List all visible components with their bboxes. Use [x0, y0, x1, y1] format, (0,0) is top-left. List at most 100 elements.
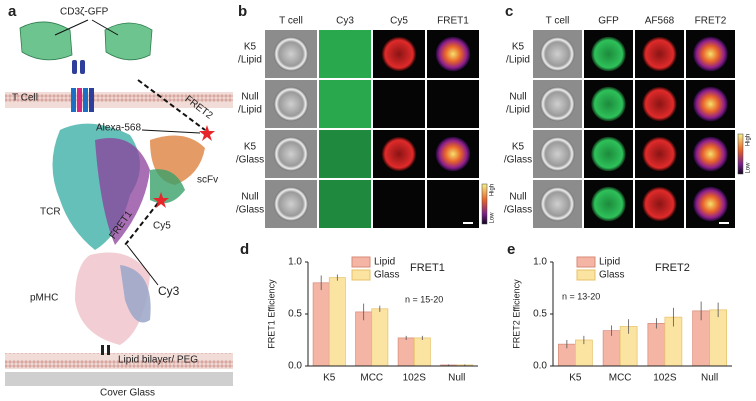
lipid-bilayer	[5, 353, 233, 369]
column-header: FRET1	[437, 16, 469, 27]
panel-a-drawing	[5, 19, 233, 386]
diagram-label: T Cell	[12, 93, 38, 104]
panel_b-images	[265, 30, 479, 228]
colorbar-label: High	[746, 134, 752, 146]
cell	[642, 186, 677, 222]
column-header: GFP	[598, 16, 619, 27]
row-label: /Lipid	[506, 55, 530, 66]
image-tile	[427, 80, 479, 128]
cell	[540, 36, 575, 72]
cell	[273, 136, 309, 172]
row-label: K5	[512, 142, 525, 153]
annotation: n = 13-20	[562, 291, 600, 301]
cell	[591, 86, 626, 122]
legend-swatch	[351, 269, 371, 281]
cell	[642, 136, 677, 172]
legend-swatch	[576, 269, 596, 281]
cell	[693, 86, 728, 122]
legend-label: Glass	[374, 270, 400, 281]
cell	[273, 36, 309, 72]
row-label: /Glass	[504, 205, 532, 216]
legend-swatch	[576, 256, 596, 268]
y-tick-label: 0.0	[533, 361, 547, 372]
x-tick-label: 102S	[403, 373, 427, 384]
row-label: Null	[241, 92, 258, 103]
cell	[273, 186, 309, 222]
bar	[647, 323, 666, 367]
panel-letter: a	[8, 3, 17, 20]
column-header: Cy5	[390, 16, 408, 27]
row-label: /Lipid	[238, 55, 262, 66]
diagram-label: CD3ζ-GFP	[60, 7, 109, 18]
diagram-label: Cy5	[153, 221, 171, 232]
annotation: n = 15-20	[405, 294, 443, 304]
diagram-label: Cy3	[158, 284, 180, 298]
cell	[540, 136, 575, 172]
image-tile	[427, 180, 479, 228]
x-tick-label: Null	[448, 373, 465, 384]
cell	[693, 186, 728, 222]
row-label: K5	[244, 42, 257, 53]
y-tick-label: 0.5	[533, 309, 547, 320]
x-tick-label: K5	[323, 373, 336, 384]
bar	[413, 337, 431, 367]
diagram-label: scFv	[197, 175, 218, 186]
t-cell-membrane	[5, 92, 233, 108]
diagram-label: pMHC	[30, 293, 58, 304]
x-tick-label: MCC	[360, 373, 383, 384]
cell	[381, 36, 417, 72]
legend-swatch	[351, 256, 371, 268]
scale-bar	[719, 222, 729, 224]
cell	[591, 136, 626, 172]
y-tick-label: 0.5	[288, 309, 302, 320]
x-tick-label: MCC	[609, 373, 632, 384]
cd3-chain	[71, 60, 94, 112]
colorbar	[737, 133, 744, 175]
image-tile	[319, 80, 371, 128]
legend-label: Glass	[599, 270, 625, 281]
chart-title: FRET1	[410, 262, 445, 274]
gfp	[19, 21, 153, 61]
panel-letter: d	[240, 241, 249, 258]
bar	[709, 309, 727, 367]
cell	[381, 136, 417, 172]
column-header: Cy3	[336, 16, 354, 27]
panel-letter: b	[238, 3, 247, 20]
cell	[540, 86, 575, 122]
cell	[435, 36, 471, 72]
chart-title: FRET2	[655, 262, 690, 274]
y-axis-label: FRET2 Efficiency	[511, 279, 521, 349]
legend-label: Lipid	[374, 257, 395, 268]
cell	[591, 36, 626, 72]
tcr-beta	[95, 138, 150, 245]
cell	[693, 36, 728, 72]
bar	[371, 308, 389, 367]
column-header: T cell	[546, 16, 570, 27]
x-tick-label: K5	[569, 373, 582, 384]
bar	[602, 330, 621, 367]
row-label: Null	[241, 192, 258, 203]
colorbar-label: Low	[746, 162, 752, 174]
cell	[642, 36, 677, 72]
image-tile	[319, 130, 371, 178]
y-axis-label: FRET1 Efficiency	[266, 279, 276, 349]
cell	[693, 136, 728, 172]
bar	[397, 337, 415, 367]
y-tick-label: 1.0	[533, 257, 547, 268]
column-header: AF568	[645, 16, 675, 27]
diagram-label: Lipid bilayer/ PEG	[118, 355, 198, 366]
panel-letter: e	[507, 241, 515, 258]
row-label: K5	[244, 142, 257, 153]
cell	[642, 86, 677, 122]
x-tick-label: 102S	[653, 373, 677, 384]
cover-glass	[5, 372, 233, 386]
colorbar-label: Low	[490, 212, 496, 224]
bar	[312, 282, 330, 367]
diagram-label: TCR	[40, 207, 61, 218]
cell	[540, 186, 575, 222]
panel-letter: c	[505, 3, 513, 20]
row-label: /Lipid	[238, 105, 262, 116]
cell	[435, 136, 471, 172]
legend-label: Lipid	[599, 257, 620, 268]
